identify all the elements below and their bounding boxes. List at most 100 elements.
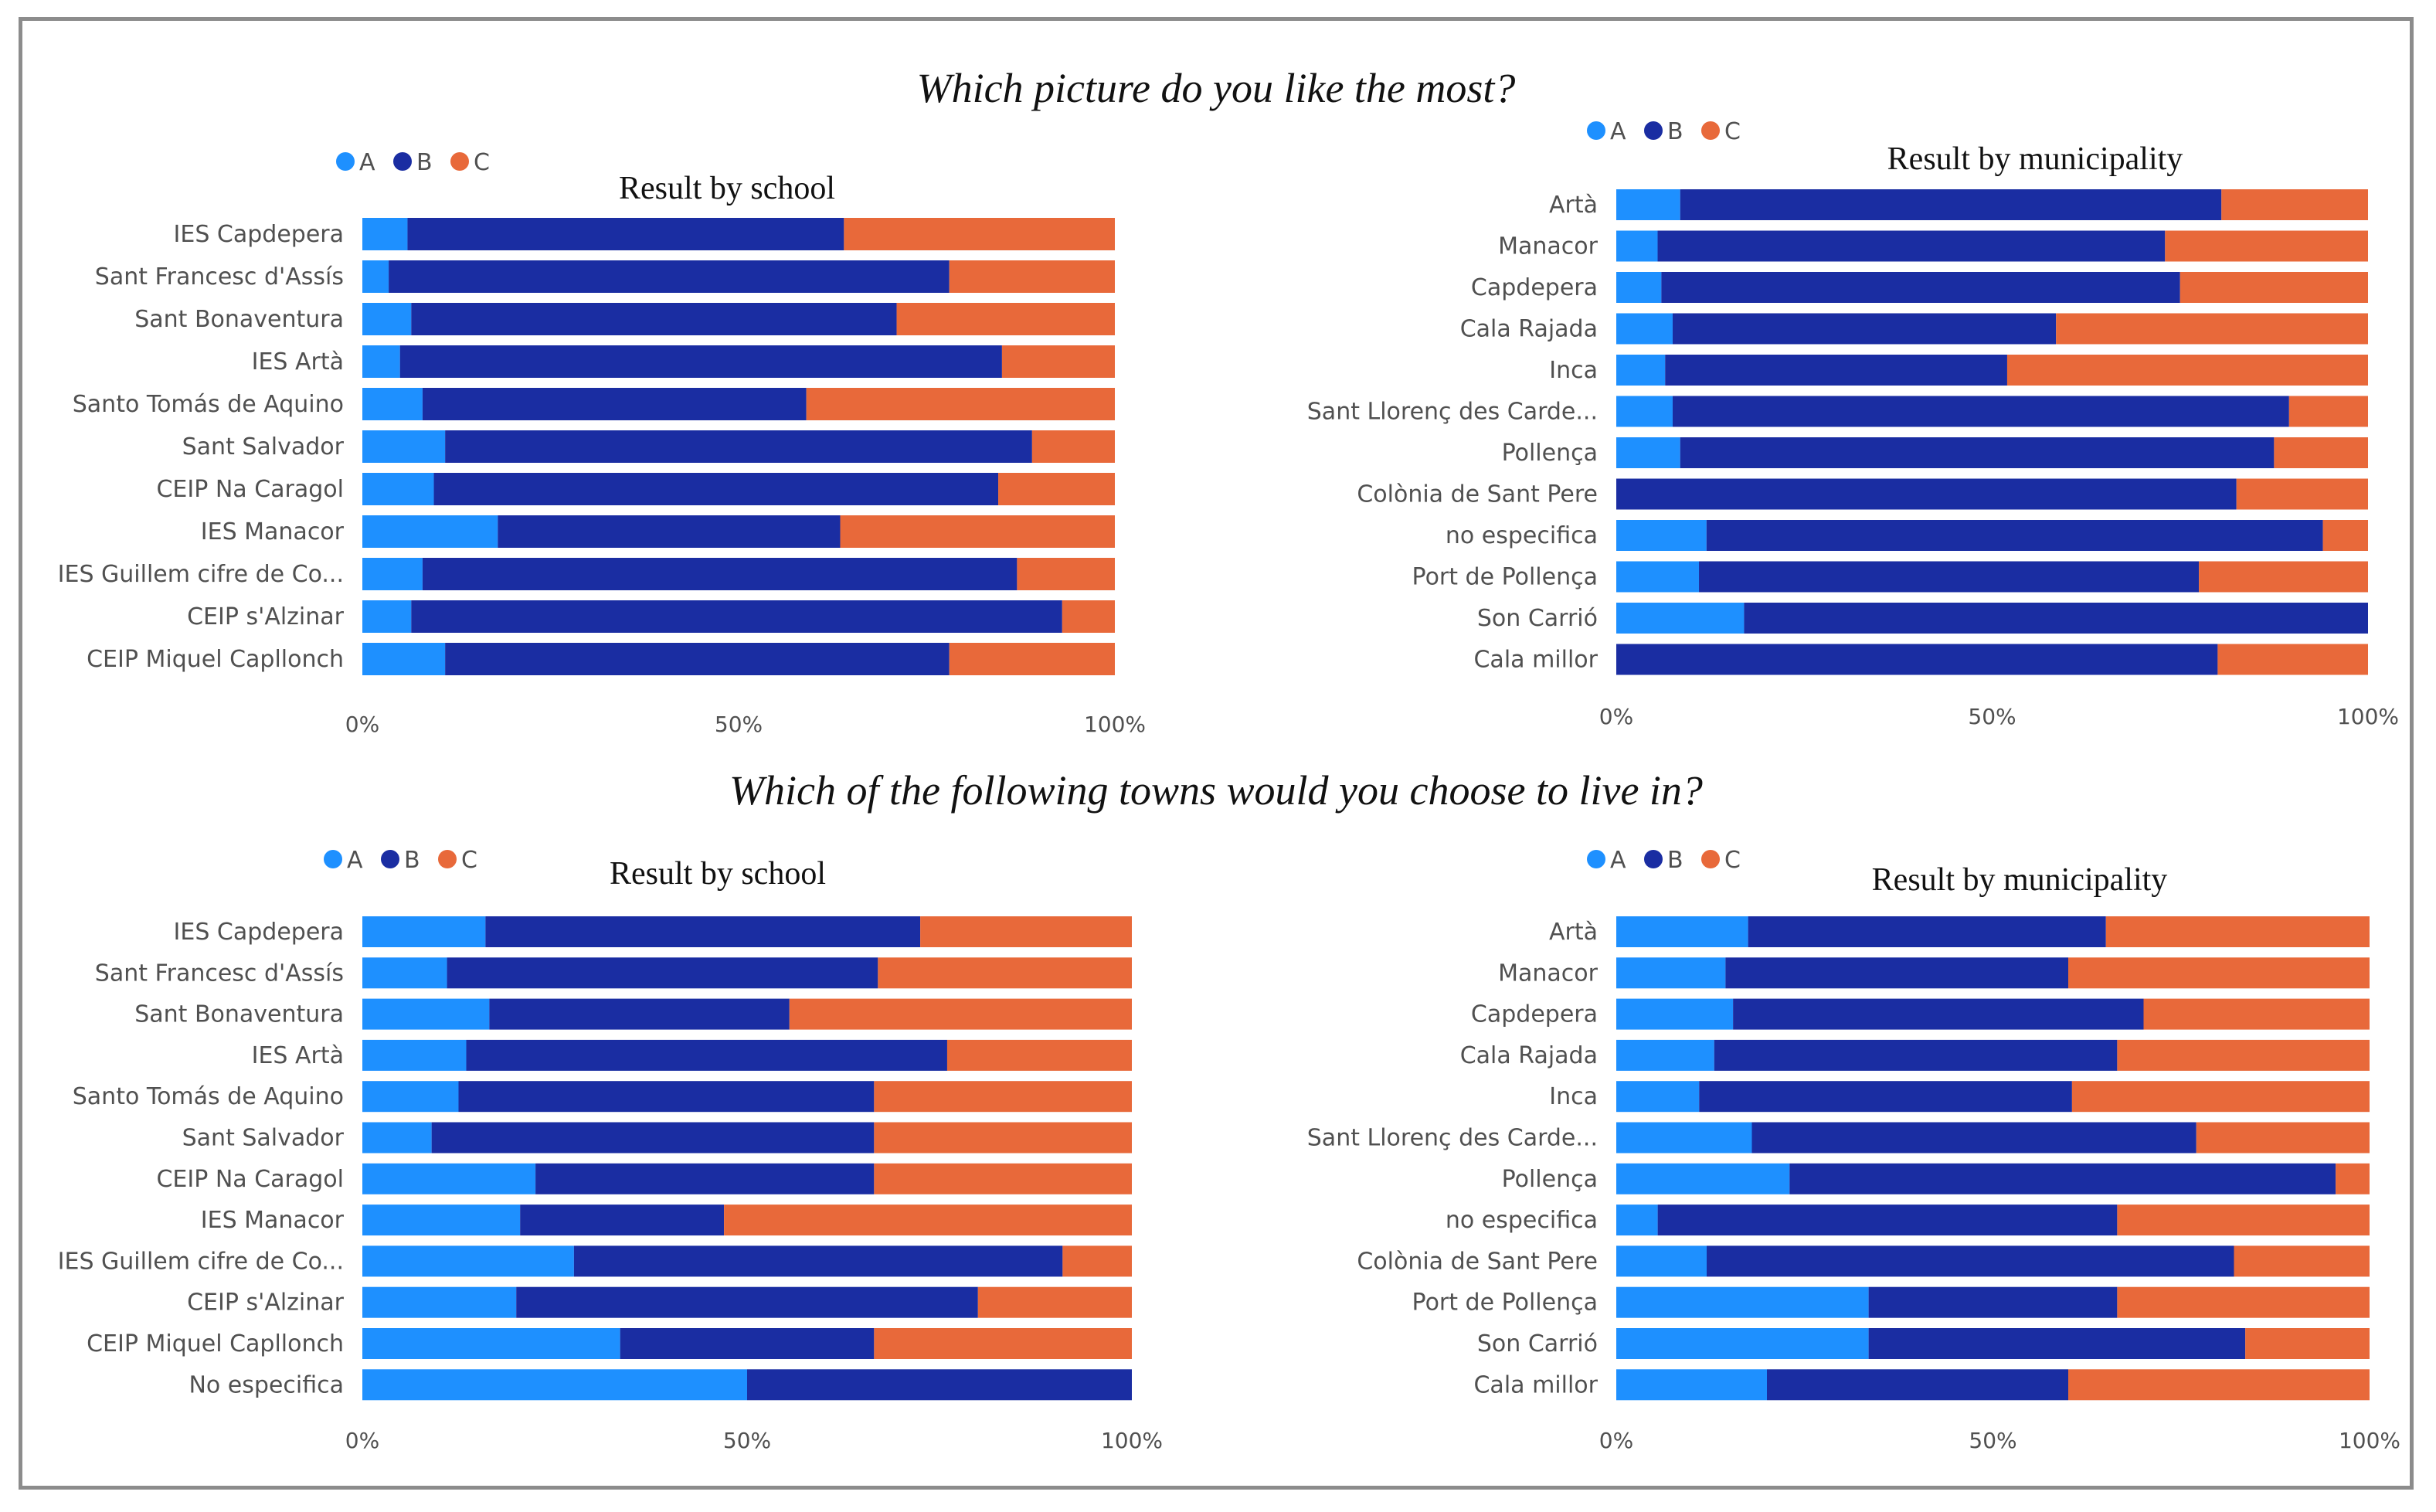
legend-label-c: C [474,149,490,176]
bar-segment-b-manacor [1725,957,2068,989]
category-label-son-carrio: Son Carrió [1477,605,1598,632]
bar-segment-c-ceip-s-alzinar [977,1286,1132,1318]
legend-label-c: C [1724,847,1741,874]
category-label-cala-rajada: Cala Rajada [1460,316,1598,343]
category-label-sant-salvador: Sant Salvador [182,1125,345,1152]
bar-segment-c-santo-tomas-de-aquino [874,1081,1132,1113]
bar-segment-c-ies-capdepera [844,218,1115,250]
bar-segment-a-ies-guillem-cifre-de-co [362,558,423,590]
bar-segment-b-ceip-miquel-capllonch [445,643,950,675]
bar-segment-c-cala-millor [2217,644,2368,675]
legend-marker-c [438,850,457,868]
category-label-capdepera: Capdepera [1471,1001,1598,1028]
bar-segment-c-colonia-de-sant-pere [2234,1245,2370,1277]
chart-title: Result by school [610,856,826,892]
bar-segment-b-sant-salvador [431,1122,875,1154]
bar-segment-c-cala-rajada [2056,313,2368,345]
bar-segment-a-sant-bonaventura [362,303,412,335]
bar-segment-c-no-especifica [2117,1205,2370,1236]
legend-label-b: B [1667,847,1683,874]
legend-marker-a [1587,850,1605,868]
category-label-manacor: Manacor [1498,233,1599,260]
x-tick-label: 0% [345,712,379,737]
bar-segment-a-cala-rajada [1616,313,1673,345]
bar-segment-c-ies-capdepera [920,916,1132,947]
x-tick-label: 100% [1101,1428,1163,1453]
bar-segment-c-santo-tomas-de-aquino [806,388,1115,420]
bar-segment-c-ies-guillem-cifre-de-co [1062,1245,1132,1277]
bar-segment-a-port-de-pollenca [1616,561,1700,593]
legend-label-c: C [461,847,477,874]
chart-title: Result by municipality [1887,141,2183,177]
legend-label-b: B [416,149,433,176]
bar-segment-a-ceip-miquel-capllonch [362,1328,620,1359]
category-label-ceip-na-caragol: CEIP Na Caragol [156,1166,344,1193]
bar-segment-c-sant-salvador [1031,430,1115,463]
bar-segment-b-cala-rajada [1714,1039,2118,1071]
bar-segment-b-inca [1699,1081,2072,1113]
bar-segment-c-ceip-miquel-capllonch [949,643,1115,675]
bar-segment-a-santo-tomas-de-aquino [362,1081,459,1113]
category-label-ies-arta: IES Artà [252,348,344,375]
bar-segment-b-ceip-na-caragol [433,473,999,505]
bar-segment-a-ies-capdepera [362,218,408,250]
category-label-ceip-s-alzinar: CEIP s'Alzinar [187,603,345,630]
bar-segment-c-inca [2006,355,2368,386]
bar-segment-c-colonia-de-sant-pere [2236,478,2368,510]
legend-marker-b [1644,850,1663,868]
legend-label-a: A [347,847,363,874]
bar-segment-c-capdepera [2179,272,2368,303]
category-label-colonia-de-sant-pere: Colònia de Sant Pere [1357,1248,1598,1275]
bar-segment-b-santo-tomas-de-aquino [458,1081,875,1113]
category-label-sant-salvador: Sant Salvador [182,433,345,460]
bar-segment-c-manacor [2068,957,2370,989]
bar-segment-b-no-especifica [747,1369,1132,1401]
bar-segment-b-ceip-s-alzinar [516,1286,978,1318]
bar-segment-c-sant-llorenc-des-carde [2288,396,2368,427]
bar-segment-a-pollenca [1616,437,1680,468]
bar-segment-a-sant-bonaventura [362,998,490,1030]
x-tick-label: 50% [1969,1428,2016,1453]
bar-segment-c-arta [2221,189,2368,220]
category-label-sant-bonaventura: Sant Bonaventura [134,1001,344,1028]
category-label-no-especifica: No especifica [189,1371,344,1398]
bar-segment-a-sant-llorenc-des-carde [1616,1122,1752,1154]
bar-segment-b-ceip-miquel-capllonch [620,1328,875,1359]
category-label-son-carrio: Son Carrió [1477,1330,1598,1357]
bar-segment-b-santo-tomas-de-aquino [422,388,807,420]
bar-segment-a-ceip-s-alzinar [362,1286,517,1318]
bar-segment-a-arta [1616,916,1748,947]
bar-segment-a-sant-salvador [362,1122,432,1154]
bar-segment-a-capdepera [1616,998,1734,1030]
x-tick-label: 50% [715,712,763,737]
bar-segment-b-pollenca [1789,1163,2336,1194]
category-label-capdepera: Capdepera [1471,274,1598,301]
bar-segment-a-son-carrio [1616,603,1745,634]
bar-segment-c-ceip-na-caragol [998,473,1115,505]
bar-segment-b-sant-bonaventura [411,303,897,335]
legend-marker-b [381,850,399,868]
bar-segment-c-manacor [2165,230,2368,262]
bar-segment-c-sant-bonaventura [789,998,1132,1030]
bar-segment-a-manacor [1616,957,1726,989]
bar-segment-b-colonia-de-sant-pere [1616,478,2237,510]
bar-segment-c-ceip-s-alzinar [1062,600,1115,633]
bar-segment-a-sant-francesc-d-assis [362,260,389,293]
bar-segment-b-arta [1748,916,2106,947]
x-tick-label: 0% [1599,1428,1633,1453]
chart-top-left-by-school: Result by school A B C IES Capdepera Sant Fra… [58,149,1146,737]
legend-marker-b [393,152,412,171]
category-label-ies-guillem-cifre-de-co: IES Guillem cifre de Co... [58,561,344,588]
x-tick-label: 0% [1599,704,1633,729]
bar-segment-b-son-carrio [1744,603,2368,634]
bar-segment-c-capdepera [2143,998,2370,1030]
category-label-arta: Artà [1549,919,1598,946]
bar-segment-c-port-de-pollenca [2117,1286,2370,1318]
bar-segment-a-ies-manacor [362,1205,521,1236]
bar-segment-b-sant-llorenc-des-carde [1751,1122,2196,1154]
bar-segment-b-port-de-pollenca [1699,561,2200,593]
bar-segment-b-ies-guillem-cifre-de-co [422,558,1018,590]
bar-segment-c-pollenca [2274,437,2368,468]
category-label-manacor: Manacor [1498,960,1599,987]
figure-frame: Which picture do you like the most? Whic… [19,17,2414,1490]
